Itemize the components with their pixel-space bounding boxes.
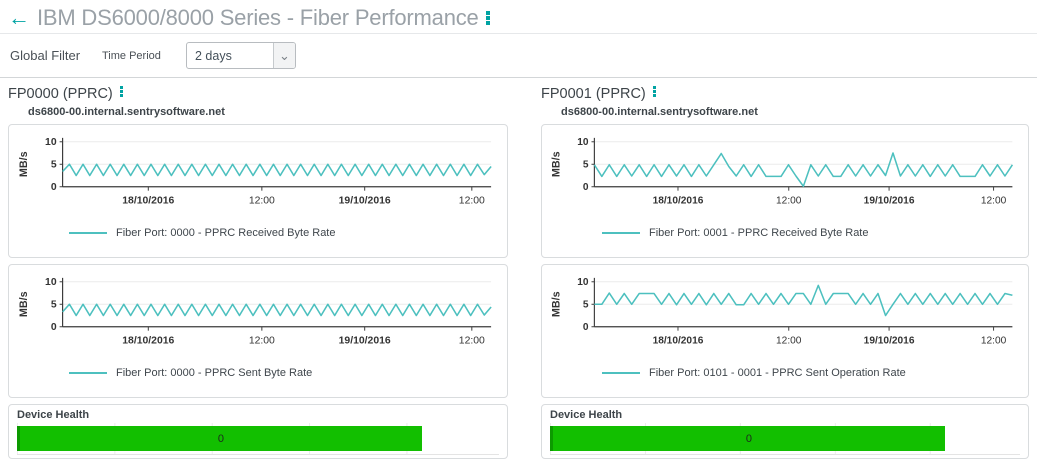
- svg-text:0: 0: [51, 182, 57, 193]
- line-chart-pprc-sent: 0 5 10 MB/s 18/10/2016 12:00 19/10/2016 12:00: [18, 277, 492, 346]
- svg-text:12:00: 12:00: [776, 335, 802, 346]
- svg-text:18/10/2016: 18/10/2016: [653, 335, 704, 346]
- svg-text:12:00: 12:00: [776, 195, 802, 206]
- svg-text:0: 0: [583, 322, 589, 333]
- chart-legend: Fiber Port: 0101 - 0001 - PPRC Sent Oper…: [602, 367, 1024, 379]
- line-chart-pprc-received: 0 5 10 MB/s 18/10/2016 12:00 19/10/2016 12:00: [18, 137, 492, 206]
- svg-text:5: 5: [583, 160, 589, 171]
- panel-fp0001: FP0001 (PPRC) ds6800-00.internal.sentrys…: [541, 84, 1029, 459]
- svg-text:19/10/2016: 19/10/2016: [339, 335, 391, 346]
- svg-text:5: 5: [51, 160, 57, 171]
- svg-text:10: 10: [577, 277, 589, 288]
- legend-line-icon: [602, 372, 640, 374]
- svg-text:10: 10: [577, 137, 589, 148]
- svg-text:0: 0: [583, 182, 589, 193]
- svg-text:18/10/2016: 18/10/2016: [653, 195, 704, 206]
- svg-text:10: 10: [45, 137, 57, 148]
- chevron-down-icon: ⌄: [273, 43, 295, 68]
- device-health-label: Device Health: [550, 409, 623, 421]
- page-header: ← IBM DS6000/8000 Series - Fiber Perform…: [0, 0, 1037, 34]
- legend-line-icon: [69, 372, 107, 374]
- chart-card-sent-ops: 0 5 10 MB/s 18/10/2016 12:00 19/10/2016 12:00 F…: [541, 264, 1029, 398]
- legend-label: Fiber Port: 0001 - PPRC Received Byte Ra…: [649, 227, 869, 239]
- svg-text:MB/s: MB/s: [18, 291, 30, 317]
- legend-line-icon: [69, 232, 107, 234]
- page-title: IBM DS6000/8000 Series - Fiber Performan…: [37, 4, 479, 30]
- svg-text:19/10/2016: 19/10/2016: [864, 195, 915, 206]
- time-period-value: 2 days: [195, 48, 232, 63]
- host-name: ds6800-00.internal.sentrysoftware.net: [561, 106, 758, 118]
- time-period-select[interactable]: 2 days ⌄: [186, 42, 296, 69]
- svg-text:12:00: 12:00: [459, 335, 485, 346]
- svg-text:12:00: 12:00: [459, 195, 485, 206]
- svg-text:18/10/2016: 18/10/2016: [122, 335, 174, 346]
- legend-label: Fiber Port: 0000 - PPRC Sent Byte Rate: [116, 367, 313, 379]
- global-filter-label: Global Filter: [10, 48, 81, 63]
- device-health-card: Device Health 0: [541, 404, 1029, 459]
- global-filter-bar: Global Filter Time Period 2 days ⌄: [0, 34, 1037, 78]
- panel-title: FP0001 (PPRC): [541, 86, 646, 102]
- chart-card-sent: 0 5 10 MB/s 18/10/2016 12:00 19/10/2016 12:00 F…: [8, 264, 508, 398]
- panels-container: FP0000 (PPRC) ds6800-00.internal.sentrys…: [0, 78, 1037, 459]
- svg-text:12:00: 12:00: [981, 335, 1007, 346]
- svg-text:MB/s: MB/s: [18, 151, 30, 177]
- svg-text:19/10/2016: 19/10/2016: [339, 195, 391, 206]
- svg-text:12:00: 12:00: [249, 335, 275, 346]
- svg-text:10: 10: [45, 277, 57, 288]
- panel-fp0000: FP0000 (PPRC) ds6800-00.internal.sentrys…: [8, 84, 508, 459]
- svg-text:5: 5: [51, 300, 57, 311]
- line-chart-pprc-sent-ops: 0 5 10 MB/s 18/10/2016 12:00 19/10/2016 12:00: [551, 277, 1013, 346]
- device-health-bar: 0: [550, 426, 945, 451]
- device-health-card: Device Health 0: [8, 404, 508, 459]
- chart-legend: Fiber Port: 0001 - PPRC Received Byte Ra…: [602, 227, 1024, 239]
- svg-text:18/10/2016: 18/10/2016: [122, 195, 174, 206]
- page-menu-icon[interactable]: [485, 10, 490, 15]
- svg-text:5: 5: [583, 300, 589, 311]
- chart-legend: Fiber Port: 0000 - PPRC Sent Byte Rate: [69, 367, 503, 379]
- svg-text:0: 0: [51, 322, 57, 333]
- chart-card-received: 0 5 10 MB/s 18/10/2016 12:00 19/10/2016 12:00 F…: [541, 124, 1029, 258]
- legend-label: Fiber Port: 0000 - PPRC Received Byte Ra…: [116, 227, 336, 239]
- panel-menu-icon[interactable]: [652, 86, 656, 89]
- line-chart-pprc-received: 0 5 10 MB/s 18/10/2016 12:00 19/10/2016 12:00: [551, 137, 1014, 206]
- host-name: ds6800-00.internal.sentrysoftware.net: [28, 106, 225, 118]
- back-icon[interactable]: ←: [8, 4, 30, 30]
- svg-text:MB/s: MB/s: [551, 151, 563, 177]
- panel-menu-icon[interactable]: [119, 86, 123, 89]
- svg-text:MB/s: MB/s: [551, 291, 563, 317]
- svg-text:12:00: 12:00: [249, 195, 275, 206]
- svg-text:19/10/2016: 19/10/2016: [864, 335, 915, 346]
- device-health-bar: 0: [17, 426, 422, 451]
- panel-title: FP0000 (PPRC): [8, 86, 113, 102]
- device-health-label: Device Health: [17, 409, 90, 421]
- svg-text:12:00: 12:00: [981, 195, 1007, 206]
- device-health-ruler: 0: [17, 423, 499, 455]
- device-health-ruler: 0: [550, 423, 1020, 455]
- legend-label: Fiber Port: 0101 - 0001 - PPRC Sent Oper…: [649, 367, 906, 379]
- time-period-label: Time Period: [102, 49, 161, 62]
- chart-legend: Fiber Port: 0000 - PPRC Received Byte Ra…: [69, 227, 503, 239]
- chart-card-received: 0 5 10 MB/s 18/10/2016 12:00 19/10/2016 12:00 F…: [8, 124, 508, 258]
- legend-line-icon: [602, 232, 640, 234]
